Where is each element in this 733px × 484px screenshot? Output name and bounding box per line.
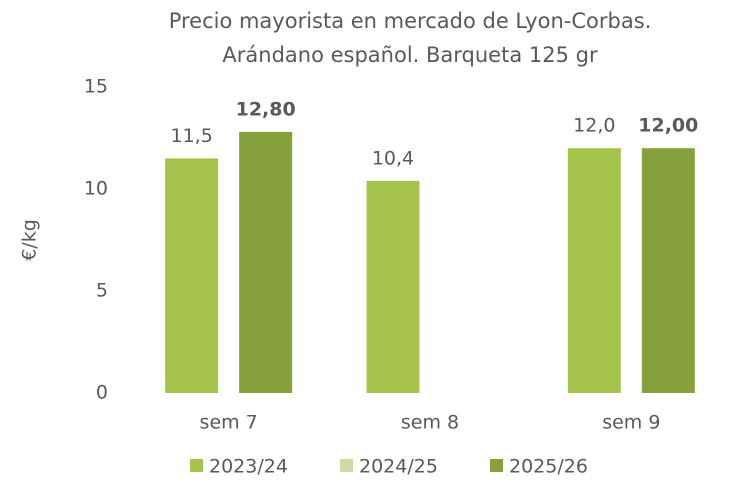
x-tick-label: sem 9	[602, 412, 660, 434]
bar	[366, 180, 420, 393]
x-tick-label: sem 7	[200, 412, 258, 434]
legend-label: 2024/25	[359, 456, 438, 478]
value-label: 10,4	[372, 147, 414, 169]
chart-title: Precio mayorista en mercado de Lyon-Corb…	[169, 9, 652, 33]
chart-title: Arándano español. Barqueta 125 gr	[222, 43, 598, 67]
y-tick-label: 10	[84, 178, 108, 200]
legend-label: 2025/26	[509, 456, 588, 478]
legend-swatch	[340, 459, 353, 472]
y-tick-label: 0	[96, 382, 108, 404]
legend-swatch	[490, 459, 503, 472]
bar	[165, 158, 219, 393]
legend-label: 2023/24	[209, 456, 288, 478]
y-tick-label: 5	[96, 280, 108, 302]
bar	[641, 148, 695, 393]
legend-swatch	[190, 459, 203, 472]
y-axis-label: €/kg	[19, 219, 41, 261]
value-label: 12,0	[573, 115, 615, 137]
bar	[239, 131, 293, 393]
value-label: 12,00	[638, 115, 698, 137]
x-tick-label: sem 8	[401, 412, 459, 434]
bar	[567, 148, 621, 393]
y-tick-label: 15	[84, 76, 108, 98]
value-label: 11,5	[171, 125, 213, 147]
value-label: 12,80	[236, 98, 296, 120]
